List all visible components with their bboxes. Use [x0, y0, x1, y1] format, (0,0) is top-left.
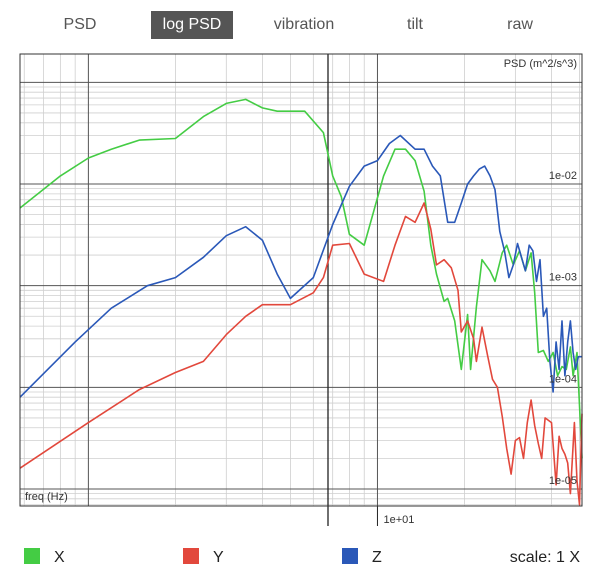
series-line-z	[19, 134, 582, 398]
minor-grid	[20, 54, 582, 506]
tab-tilt[interactable]: tilt	[407, 16, 423, 33]
label-layer: 1e-02 1e-03 1e-04 1e-05 1e+01 PSD (m^2/s^3) fr…	[25, 58, 577, 526]
y-tick-label: 1e-03	[549, 272, 577, 284]
log-psd-chart: 1e-02 1e-03 1e-04 1e-05 1e+01 PSD (m^2/s^3) fr…	[19, 53, 583, 526]
legend-swatch-x	[24, 548, 40, 564]
plot-background	[20, 54, 582, 506]
y-axis-label: PSD (m^2/s^3)	[504, 58, 577, 70]
tab-raw[interactable]: raw	[507, 16, 533, 33]
tab-psd[interactable]: PSD	[63, 16, 97, 33]
legend-label-y: Y	[213, 549, 224, 566]
series-line-y	[19, 202, 583, 506]
y-tick-label: 1e-02	[549, 170, 577, 182]
tab-log-psd[interactable]: log PSD	[151, 11, 233, 39]
plot-border	[19, 53, 583, 507]
scale-readout[interactable]: scale: 1 X	[509, 549, 580, 566]
chart-container: 1e-02 1e-03 1e-04 1e-05 1e+01 PSD (m^2/s^3) fr…	[0, 48, 600, 532]
legend-swatch-z	[342, 548, 358, 564]
major-grid	[20, 54, 582, 506]
x-tick-label: 1e+01	[383, 514, 414, 526]
legend-label-z: Z	[372, 549, 382, 566]
legend-label-x: X	[54, 549, 65, 566]
series-line-x	[19, 98, 583, 459]
y-tick-label: 1e-05	[549, 475, 577, 487]
x-axis-label: freq (Hz)	[25, 491, 68, 503]
y-tick-label: 1e-04	[549, 373, 577, 385]
view-tabs: PSD log PSD vibration tilt raw	[0, 0, 600, 48]
legend-swatch-y	[183, 548, 199, 564]
series-layer	[19, 98, 583, 506]
legend-item-z[interactable]: Z	[342, 548, 382, 568]
legend: X Y Z scale: 1 X	[0, 540, 600, 576]
legend-item-x[interactable]: X	[24, 548, 65, 568]
tab-vibration[interactable]: vibration	[273, 16, 335, 33]
legend-item-y[interactable]: Y	[183, 548, 224, 568]
